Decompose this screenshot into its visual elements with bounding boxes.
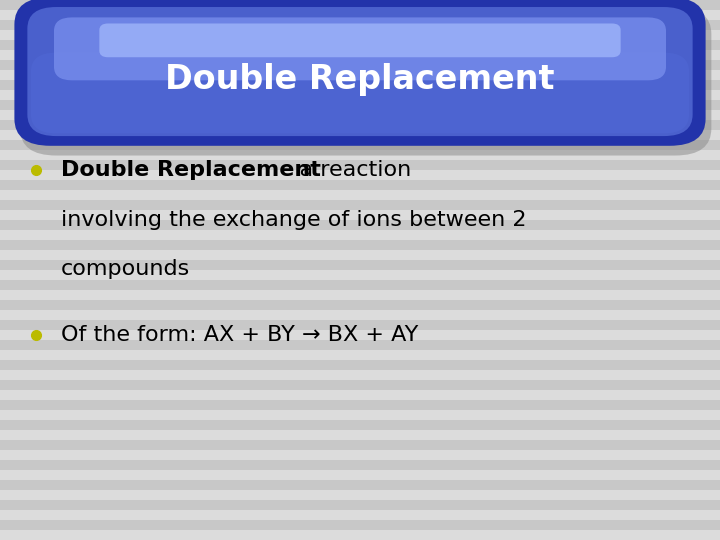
Text: involving the exchange of ions between 2: involving the exchange of ions between 2: [61, 210, 527, 230]
Bar: [0, 440, 720, 450]
Bar: [0, 370, 720, 380]
Text: – a reaction: – a reaction: [274, 160, 411, 180]
Bar: [0, 270, 720, 280]
Bar: [0, 130, 720, 140]
FancyBboxPatch shape: [99, 23, 621, 57]
Bar: [0, 450, 720, 460]
Text: Of the form: AX + BY → BX + AY: Of the form: AX + BY → BX + AY: [61, 325, 418, 345]
Bar: [0, 500, 720, 510]
FancyBboxPatch shape: [31, 53, 689, 133]
Bar: [0, 290, 720, 300]
Bar: [0, 210, 720, 220]
Bar: [0, 170, 720, 180]
Bar: [0, 80, 720, 90]
Bar: [0, 50, 720, 60]
Text: Double Replacement: Double Replacement: [61, 160, 321, 180]
Bar: [0, 510, 720, 520]
Bar: [0, 350, 720, 360]
Bar: [0, 380, 720, 390]
Bar: [0, 330, 720, 340]
Bar: [0, 180, 720, 190]
Bar: [0, 0, 720, 10]
Bar: [0, 300, 720, 310]
Bar: [0, 320, 720, 330]
Bar: [0, 470, 720, 480]
Bar: [0, 420, 720, 430]
Bar: [0, 280, 720, 290]
Bar: [0, 260, 720, 270]
Bar: [0, 310, 720, 320]
Bar: [0, 430, 720, 440]
FancyBboxPatch shape: [20, 7, 711, 156]
Bar: [0, 70, 720, 80]
Bar: [0, 190, 720, 200]
Bar: [0, 150, 720, 160]
Bar: [0, 460, 720, 470]
Bar: [0, 400, 720, 410]
Bar: [0, 520, 720, 530]
Bar: [0, 40, 720, 50]
Bar: [0, 480, 720, 490]
Text: Double Replacement: Double Replacement: [166, 63, 554, 96]
Bar: [0, 490, 720, 500]
Bar: [0, 240, 720, 250]
Bar: [0, 230, 720, 240]
Bar: [0, 110, 720, 120]
FancyBboxPatch shape: [27, 7, 693, 136]
Bar: [0, 140, 720, 150]
Bar: [0, 160, 720, 170]
Bar: [0, 60, 720, 70]
Bar: [0, 340, 720, 350]
Bar: [0, 100, 720, 110]
Bar: [0, 200, 720, 210]
Bar: [0, 390, 720, 400]
Bar: [0, 220, 720, 230]
Text: compounds: compounds: [61, 259, 191, 280]
Bar: [0, 20, 720, 30]
Bar: [0, 30, 720, 40]
Bar: [0, 250, 720, 260]
FancyBboxPatch shape: [54, 17, 666, 80]
Bar: [0, 120, 720, 130]
Bar: [0, 90, 720, 100]
Bar: [0, 10, 720, 20]
Bar: [0, 530, 720, 540]
FancyBboxPatch shape: [14, 0, 706, 146]
Bar: [0, 410, 720, 420]
Bar: [0, 360, 720, 370]
